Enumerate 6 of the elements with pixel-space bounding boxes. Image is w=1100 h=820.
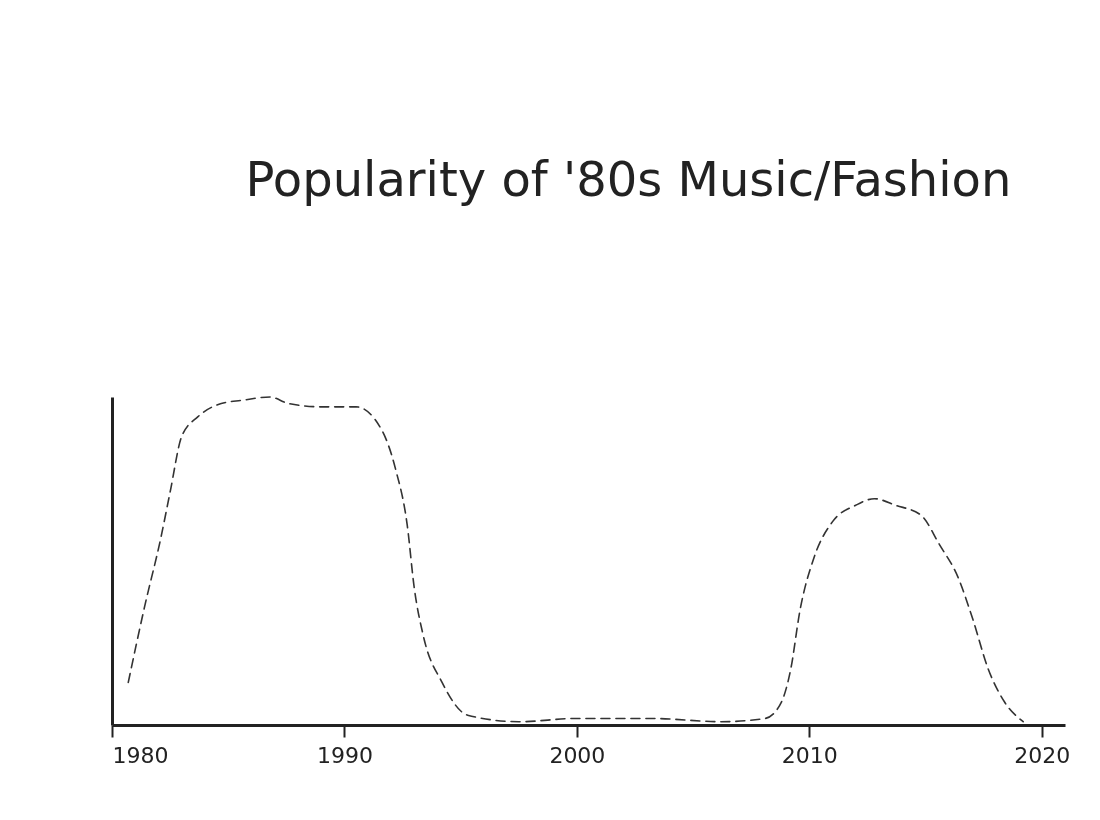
x-tick-label: 2000 bbox=[549, 742, 606, 768]
x-tick-label: 2020 bbox=[1014, 742, 1071, 768]
x-tick-label: 2010 bbox=[781, 742, 838, 768]
chart-title: Popularity of '80s Music/Fashion bbox=[245, 151, 1012, 208]
x-tick-label: 1990 bbox=[316, 742, 373, 768]
x-tick-label: 1980 bbox=[112, 742, 169, 768]
